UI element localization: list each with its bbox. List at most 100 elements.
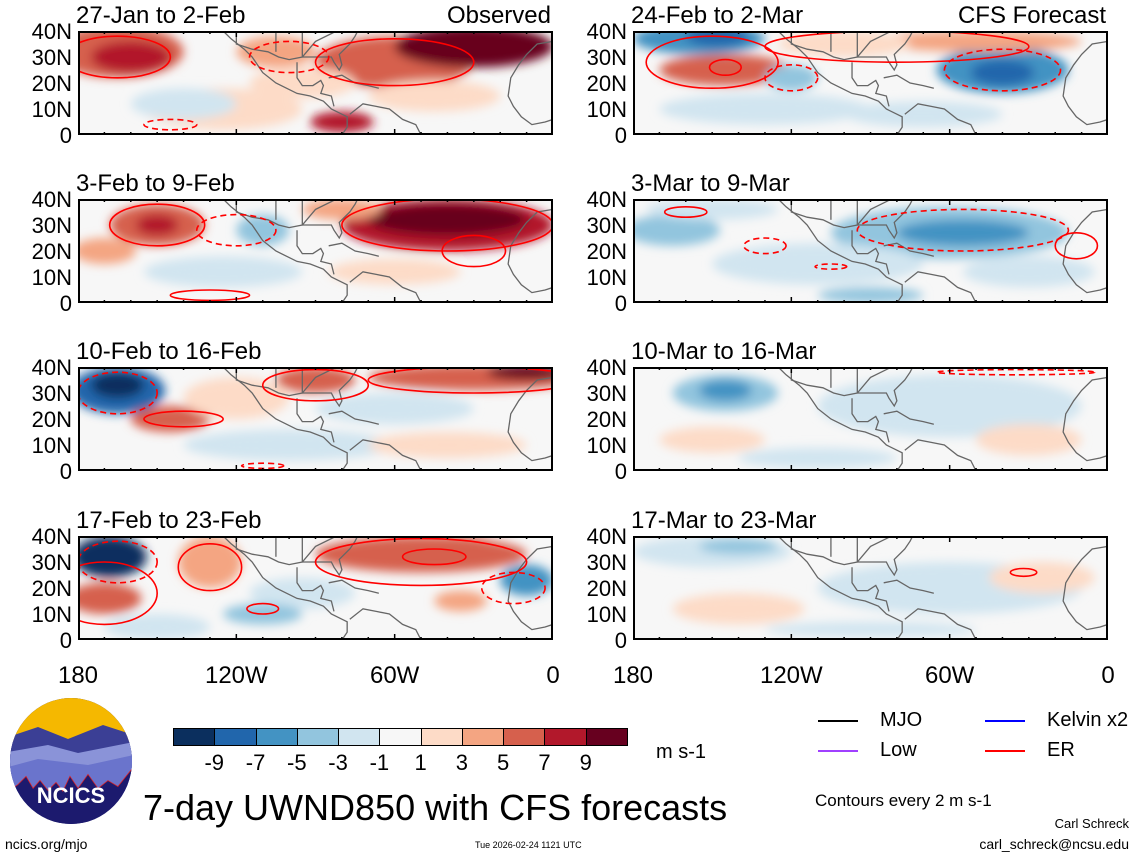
colorbar-swatch [544,728,587,746]
er-contour [1054,231,1099,260]
x-tick-label: 0 [546,662,560,689]
panel-title: 10-Feb to 16-Feb [76,338,262,365]
y-tick-label: 20N [586,239,627,264]
er-contour [764,31,1030,63]
anomaly-shading [183,429,395,461]
er-contour [943,48,1062,92]
colorbar-tick: 1 [414,750,427,775]
y-tick-label: 10N [31,97,72,122]
y-tick-label: 0 [59,459,72,484]
coastline [790,536,892,566]
coastline [851,230,890,275]
y-tick-label: 10N [586,433,627,458]
figure-title: 7-day UWND850 with CFS forecasts [143,787,728,828]
er-contour [108,203,206,247]
anomaly-shading [78,238,137,264]
coastline [1062,545,1108,631]
colorbar-swatch [503,728,546,746]
anomaly-shading [434,590,488,612]
y-tick-label: 40N [31,19,72,44]
y-tick-label: 40N [31,187,72,212]
anomaly-shading [646,199,779,220]
coastline [904,439,977,471]
y-tick-label: 0 [614,291,627,316]
anomaly-shading [698,538,779,555]
coastline [507,208,553,294]
site-link[interactable]: ncics.org/mjo [5,836,88,852]
anomaly-shading [633,214,721,246]
coastline [777,536,903,640]
coastline [222,536,348,640]
anomaly-shading [659,54,792,86]
colorbar-swatch [420,728,463,746]
anomaly-shading [136,214,179,236]
anomaly-shading [130,406,210,432]
legend-line-mjo [818,720,858,722]
map-panel [78,536,553,640]
coastline [883,242,934,257]
anomaly-shading [778,31,911,57]
legend-line-kelvin-x2 [985,720,1025,722]
legend-label: Low [880,739,917,761]
anomaly-shading [976,424,1082,456]
coastline [883,74,934,89]
y-tick-label: 20N [31,407,72,432]
coastline [296,62,335,107]
coastline [235,199,337,229]
coastline [883,410,934,425]
anomaly-shading [368,432,527,458]
y-tick-label: 10N [586,97,627,122]
anomaly-shading [104,614,210,640]
y-tick-label: 30N [31,381,72,406]
coastline [857,199,914,240]
y-tick-label: 20N [31,239,72,264]
coastline [349,103,422,135]
coastline [296,567,335,612]
anomaly-shading [91,372,144,399]
colorbar-tick: -1 [369,750,390,775]
anomaly-shading [275,367,356,393]
panel-title: 17-Feb to 23-Feb [76,507,262,534]
coastline [507,40,553,126]
panel-title: 24-Feb to 2-Mar [631,2,804,29]
er-contour [314,38,475,87]
coastline [1062,376,1108,462]
coastline [302,536,359,577]
er-contour [367,367,553,394]
coastline [222,367,348,471]
map-panel [633,536,1108,640]
colorbar-tick: -7 [245,750,266,775]
coastline [857,367,914,408]
er-contour [177,543,243,592]
anomaly-shading [310,111,374,133]
er-contour [441,234,507,268]
y-tick-label: 20N [586,576,627,601]
colorbar-swatch [296,728,340,746]
email-link[interactable]: carl_schreck@ncsu.edu [979,836,1129,852]
y-tick-label: 0 [59,123,72,148]
coastline [790,367,892,397]
er-contour [645,35,779,90]
anomaly-shading [962,256,1095,288]
er-contour [248,40,330,74]
anomaly-shading [685,31,750,47]
y-tick-label: 30N [586,213,627,238]
y-tick-label: 0 [59,628,72,653]
x-tick-label: 60W [369,662,420,689]
anomaly-shading [712,243,924,285]
colorbar-tick: -3 [328,750,348,775]
x-tick-label: 120W [759,662,823,689]
y-tick-label: 0 [614,628,627,653]
contour-note: Contours every 2 m s-1 [815,791,992,810]
coastline [790,31,892,61]
timestamp: Tue 2026-02-24 1121 UTC [475,840,582,850]
er-contour [143,410,224,428]
colorbar-swatch [461,728,505,746]
panel-title: 10-Mar to 16-Mar [631,338,817,365]
legend-line-er [985,750,1025,752]
y-tick-label: 0 [614,459,627,484]
coastline [328,579,379,594]
coastline [904,103,977,135]
map-panel [78,199,553,303]
er-contour [764,63,819,92]
